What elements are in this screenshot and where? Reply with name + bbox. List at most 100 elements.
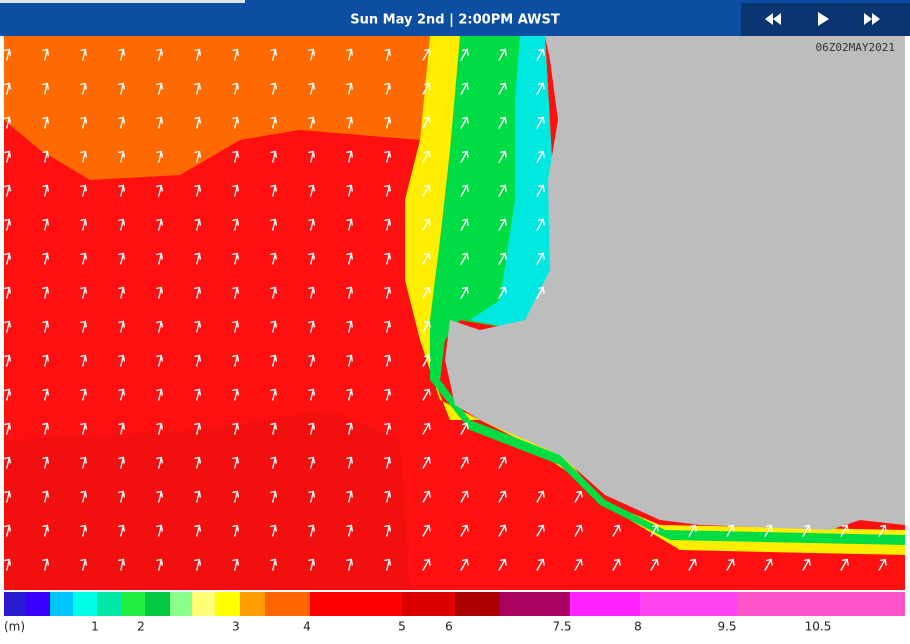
legend-label: 10.5 [805,620,832,634]
wind-arrow [536,184,545,197]
wind-arrow [460,218,469,231]
wind-arrow [346,184,354,197]
wind-arrow [42,490,50,503]
wind-arrow [536,82,545,95]
wind-arrow [118,354,126,367]
wind-arrow [384,422,392,435]
wind-arrow [156,218,164,231]
legend-swatch [500,592,570,616]
wind-arrow [42,286,50,299]
wind-arrow [688,558,697,571]
wind-arrow [840,524,849,537]
wind-arrow [460,524,469,537]
wind-arrow [384,558,392,571]
wind-arrow [346,354,354,367]
wind-arrow [346,388,354,401]
wind-arrow [118,286,126,299]
wind-arrow [308,218,316,231]
wind-arrow [118,150,126,163]
wind-arrow [80,354,88,367]
wind-arrow [42,456,50,469]
legend-unit: (m) [4,620,25,634]
wind-arrow [612,524,621,537]
wind-arrow [346,490,354,503]
wind-arrow [536,116,545,129]
wind-arrow [194,184,202,197]
legend-label: 9.5 [717,620,736,634]
wind-arrow [80,320,88,333]
wind-arrow [4,490,12,503]
wind-arrow [194,354,202,367]
wind-arrow [118,116,126,129]
wind-arrow [308,524,316,537]
wind-arrow [156,184,164,197]
fast-forward-button[interactable] [853,6,889,32]
wind-arrow [194,558,202,571]
wind-arrow [346,48,354,61]
wind-arrow [308,286,316,299]
wind-arrow [308,490,316,503]
wind-arrow [118,422,126,435]
wind-arrow [498,116,507,129]
wind-arrow [384,150,392,163]
legend-swatch [310,592,402,616]
legend-label: 2 [137,620,145,634]
wind-arrow [574,558,583,571]
wind-arrow [4,82,12,95]
legend-label: 1 [91,620,99,634]
land [445,36,905,530]
play-button[interactable] [805,6,841,32]
wind-arrow [460,150,469,163]
wind-arrow [80,252,88,265]
wind-arrow [232,150,240,163]
wind-arrow [498,456,507,469]
wind-arrow [42,150,50,163]
wind-arrow [194,490,202,503]
wind-arrow [802,558,811,571]
wind-arrow [4,524,12,537]
wind-arrow [308,456,316,469]
wind-arrow [308,184,316,197]
legend-swatch [570,592,640,616]
wind-arrow [4,354,12,367]
wind-arrow [536,490,545,503]
wind-arrow [308,558,316,571]
legend-swatch [737,592,905,616]
wind-arrow [460,456,469,469]
wind-arrow [232,82,240,95]
header-title: Sun May 2nd | 2:00PM AWST [350,13,560,28]
wind-arrow [422,184,431,197]
wind-arrow [80,422,88,435]
wind-arrow [80,490,88,503]
legend-swatch [240,592,265,616]
wind-arrow [764,558,773,571]
wind-arrow [232,320,240,333]
wind-arrow [422,252,431,265]
wind-arrow [384,116,392,129]
wind-arrow [156,252,164,265]
wind-arrow [232,558,240,571]
wind-arrow [4,320,12,333]
wind-arrow [270,48,278,61]
legend-label: 7.5 [552,620,571,634]
wind-arrow [574,490,583,503]
wind-arrow [536,252,545,265]
wind-arrow [422,286,431,299]
wind-arrow [156,524,164,537]
wind-arrow [42,524,50,537]
wind-arrow [840,558,849,571]
progress-bar [0,0,245,3]
sea-orange [4,36,430,180]
wind-arrow [4,422,12,435]
wind-arrow [346,218,354,231]
wind-arrow [194,320,202,333]
wind-arrow [232,388,240,401]
wind-arrow [270,354,278,367]
wind-arrow [194,116,202,129]
wind-arrow [80,524,88,537]
wind-arrow [384,184,392,197]
wind-arrow [270,524,278,537]
rewind-button[interactable] [755,6,791,32]
wind-arrow [270,150,278,163]
